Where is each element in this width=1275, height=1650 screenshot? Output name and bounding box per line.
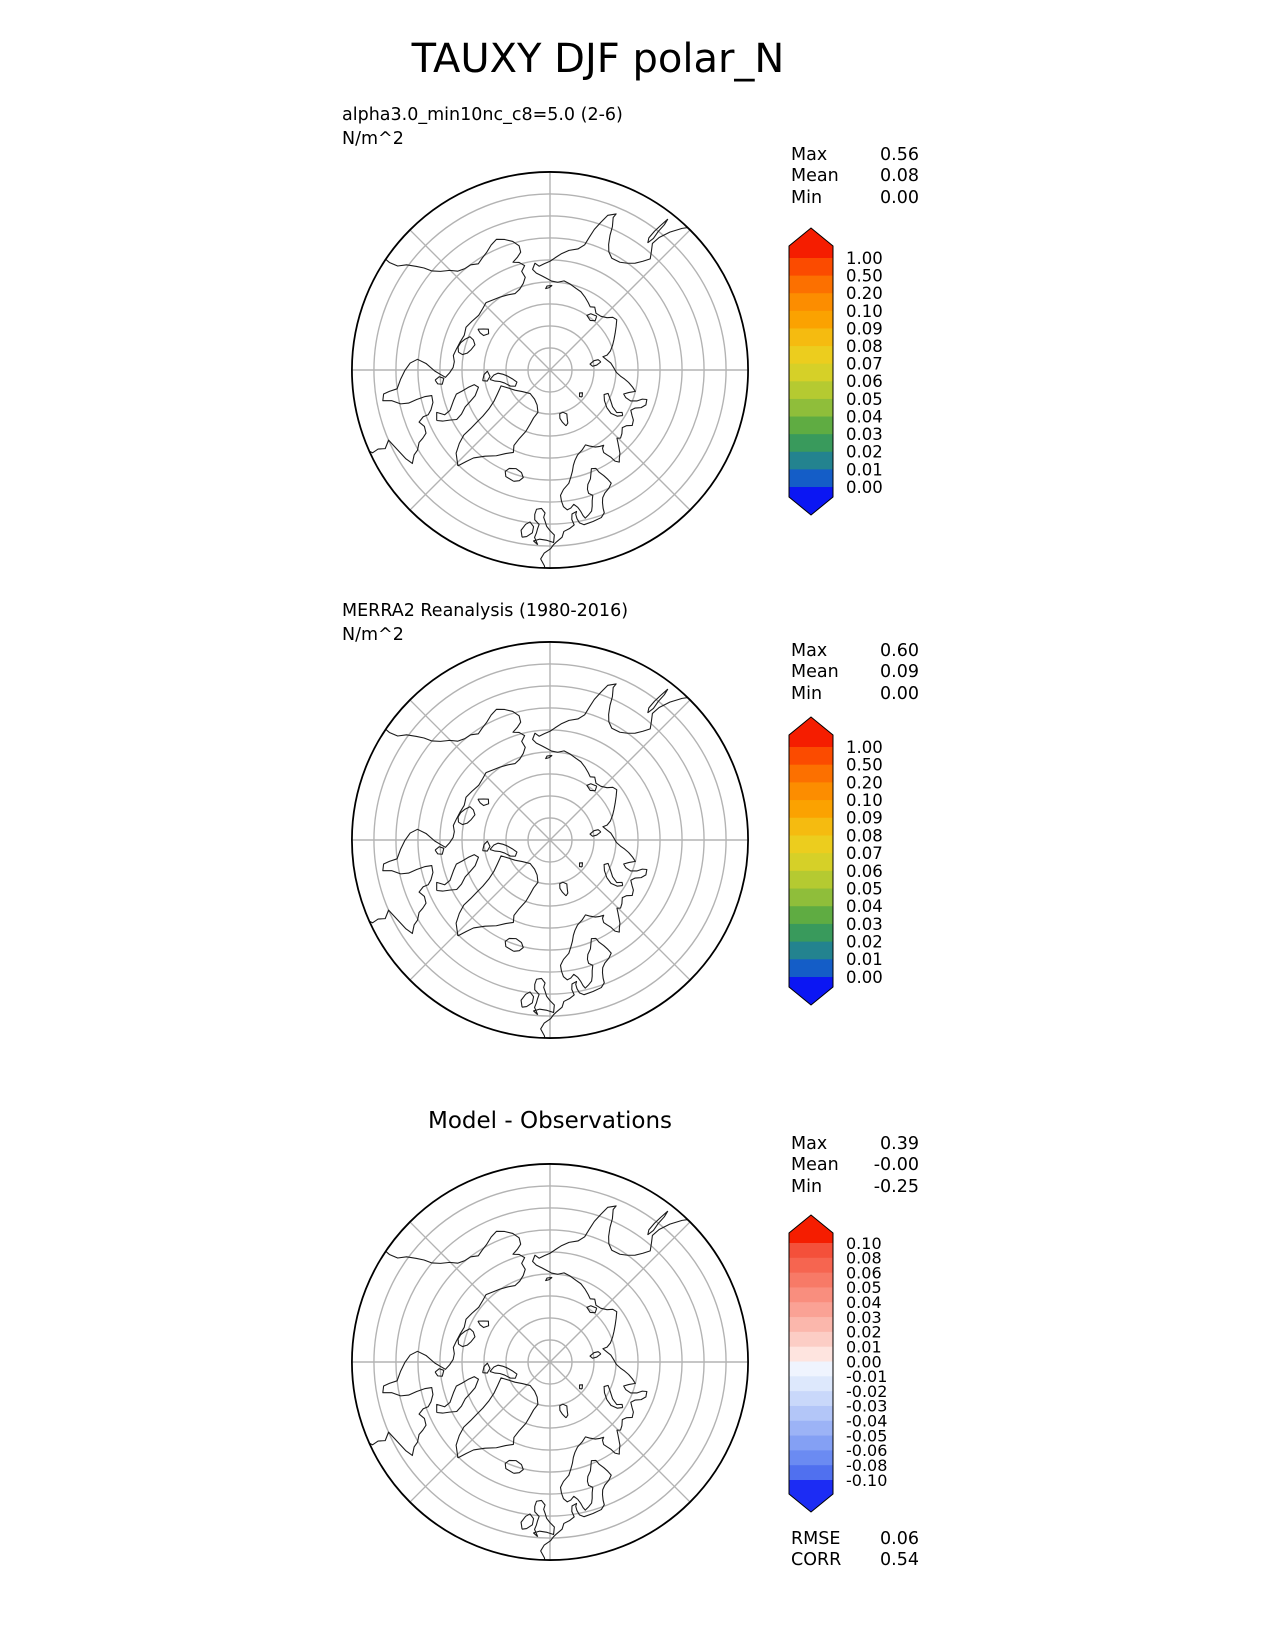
svg-text:0.08: 0.08 <box>846 337 883 356</box>
stat-value: 0.08 <box>880 166 919 187</box>
stat-row: Max 0.60 <box>791 641 919 662</box>
svg-text:0.06: 0.06 <box>846 862 883 881</box>
panel1-label-line1: alpha3.0_min10nc_c8=5.0 (2-6) <box>342 105 623 125</box>
svg-text:0.01: 0.01 <box>846 460 883 479</box>
svg-text:0.01: 0.01 <box>846 950 883 969</box>
svg-text:0.09: 0.09 <box>846 319 883 338</box>
stat-value: 0.09 <box>880 662 919 683</box>
svg-text:-0.08: -0.08 <box>846 1456 887 1475</box>
svg-text:0.00: 0.00 <box>846 1352 882 1371</box>
stat-label: Mean <box>791 166 839 187</box>
svg-text:1.00: 1.00 <box>846 249 883 268</box>
svg-text:0.04: 0.04 <box>846 897 883 916</box>
corr-label: CORR <box>791 1550 842 1571</box>
svg-text:0.02: 0.02 <box>846 443 883 462</box>
panel3-title: Model - Observations <box>427 1108 672 1134</box>
panel1-units: N/m^2 <box>342 129 404 149</box>
stat-row: Mean -0.00 <box>791 1155 919 1176</box>
svg-text:0.07: 0.07 <box>846 355 883 374</box>
stat-value: -0.00 <box>873 1155 919 1176</box>
svg-text:0.03: 0.03 <box>846 915 883 934</box>
svg-text:0.01: 0.01 <box>846 1337 882 1356</box>
stat-label: Min <box>791 1176 823 1197</box>
panel1-stats: Max 0.56 Mean 0.08 Min 0.00 <box>791 145 919 209</box>
svg-text:-0.05: -0.05 <box>846 1426 887 1445</box>
stat-label: Mean <box>791 1155 839 1176</box>
stat-value: 0.00 <box>880 187 919 208</box>
svg-text:0.03: 0.03 <box>846 1308 882 1327</box>
svg-text:0.03: 0.03 <box>846 425 883 444</box>
svg-text:0.50: 0.50 <box>846 267 883 286</box>
figure-title: TAUXY DJF polar_N <box>411 36 785 82</box>
svg-text:0.08: 0.08 <box>846 1249 882 1268</box>
stat-value: 0.00 <box>880 683 919 704</box>
stat-row: Min 0.00 <box>791 188 919 209</box>
svg-text:1.00: 1.00 <box>846 738 883 757</box>
stat-value: 0.60 <box>880 641 919 661</box>
corr-value: 0.54 <box>880 1550 919 1571</box>
svg-text:0.00: 0.00 <box>846 968 883 987</box>
svg-text:0.07: 0.07 <box>846 844 883 863</box>
footer-metrics: RMSE 0.06 CORR 0.54 <box>791 1529 919 1572</box>
stat-row: Max 0.39 <box>791 1134 919 1155</box>
stat-row: Min 0.00 <box>791 684 919 705</box>
stat-label: Min <box>791 683 823 704</box>
svg-text:-0.06: -0.06 <box>846 1441 887 1460</box>
panel1-label: alpha3.0_min10nc_c8=5.0 (2-6) N/m^2 <box>342 103 623 151</box>
stat-row: Mean 0.09 <box>791 662 919 683</box>
svg-text:0.10: 0.10 <box>846 302 883 321</box>
svg-text:0.20: 0.20 <box>846 284 883 303</box>
stat-label: Max <box>791 1134 828 1154</box>
stat-row: Max 0.56 <box>791 145 919 166</box>
svg-text:0.08: 0.08 <box>846 826 883 845</box>
panel3-colorbar: 0.10 0.08 0.06 0.05 0.04 0.03 0.02 0.01 0.00 -0.0… <box>788 1214 929 1513</box>
panel1-map <box>351 171 749 569</box>
rmse-row: RMSE 0.06 <box>791 1529 919 1550</box>
svg-text:0.05: 0.05 <box>846 1278 882 1297</box>
svg-text:0.06: 0.06 <box>846 372 883 391</box>
svg-text:0.00: 0.00 <box>846 478 883 497</box>
svg-text:-0.01: -0.01 <box>846 1367 887 1386</box>
svg-text:0.20: 0.20 <box>846 773 883 792</box>
panel2-label-line1: MERRA2 Reanalysis (1980-2016) <box>342 601 629 621</box>
panel2-stats: Max 0.60 Mean 0.09 Min 0.00 <box>791 641 919 705</box>
svg-text:0.02: 0.02 <box>846 1323 882 1342</box>
svg-text:-0.02: -0.02 <box>846 1382 887 1401</box>
panel2-colorbar: 1.00 0.50 0.20 0.10 0.09 0.08 0.07 0.06 0.05 0.04… <box>788 716 929 1006</box>
rmse-label: RMSE <box>791 1529 841 1549</box>
svg-text:-0.04: -0.04 <box>846 1412 887 1431</box>
svg-text:0.04: 0.04 <box>846 407 883 426</box>
svg-text:0.10: 0.10 <box>846 1234 882 1253</box>
stat-value: -0.25 <box>873 1176 919 1197</box>
corr-row: CORR 0.54 <box>791 1550 919 1571</box>
stat-row: Min -0.25 <box>791 1177 919 1198</box>
panel3-stats: Max 0.39 Mean -0.00 Min -0.25 <box>791 1134 919 1198</box>
svg-text:0.02: 0.02 <box>846 933 883 952</box>
stat-value: 0.56 <box>880 145 919 165</box>
svg-text:0.09: 0.09 <box>846 809 883 828</box>
svg-text:0.50: 0.50 <box>846 756 883 775</box>
panel2-map <box>351 641 749 1039</box>
stat-label: Min <box>791 187 823 208</box>
svg-text:-0.03: -0.03 <box>846 1397 887 1416</box>
panel1-colorbar: 1.00 0.50 0.20 0.10 0.09 0.08 0.07 0.06 0.05 0.04… <box>788 227 929 516</box>
svg-text:0.04: 0.04 <box>846 1293 882 1312</box>
svg-text:0.05: 0.05 <box>846 390 883 409</box>
svg-text:0.05: 0.05 <box>846 879 883 898</box>
svg-text:0.06: 0.06 <box>846 1263 882 1282</box>
stat-label: Max <box>791 641 828 661</box>
rmse-value: 0.06 <box>880 1529 919 1549</box>
svg-text:-0.10: -0.10 <box>846 1471 887 1490</box>
stat-label: Max <box>791 145 828 165</box>
stat-value: 0.39 <box>880 1134 919 1154</box>
panel2-label: MERRA2 Reanalysis (1980-2016) N/m^2 <box>342 599 628 647</box>
panel2-units: N/m^2 <box>342 625 404 645</box>
svg-text:0.10: 0.10 <box>846 791 883 810</box>
stat-label: Mean <box>791 662 839 683</box>
panel3-map <box>351 1163 749 1561</box>
stat-row: Mean 0.08 <box>791 166 919 187</box>
